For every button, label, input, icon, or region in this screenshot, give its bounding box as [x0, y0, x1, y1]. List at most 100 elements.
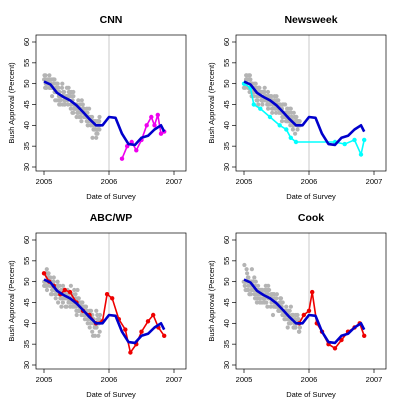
- abcwp-highlight-point: [62, 287, 67, 293]
- newsweek-y-tick-label: 30: [222, 163, 231, 171]
- cnn-poll-point: [90, 135, 95, 140]
- newsweek-y-axis-label: Bush Approval (Percent): [207, 62, 216, 144]
- abcwp-poll-point: [60, 283, 66, 288]
- cnn-poll-point: [79, 98, 84, 103]
- abcwp-poll-point: [97, 312, 103, 318]
- newsweek-trend-line: [243, 80, 366, 147]
- cook-x-axis-label: Date of Survey: [286, 390, 336, 399]
- abcwp-highlight-line: [43, 272, 165, 355]
- cook-y-tick-label: 45: [222, 298, 231, 306]
- cnn-poll-point: [78, 114, 83, 120]
- abcwp-poll-point: [96, 333, 101, 338]
- cook-poll-point: [242, 283, 247, 288]
- cnn-poll-point: [65, 102, 71, 107]
- newsweek-poll-point: [243, 85, 248, 90]
- cook-poll-point: [293, 325, 298, 330]
- cook-trend-line: [243, 278, 366, 345]
- abcwp-poll-point: [90, 329, 95, 334]
- abcwp-highlight-point: [151, 312, 156, 318]
- abcwp-x-tick-label: 2006: [101, 375, 118, 384]
- abcwp-poll-point: [73, 292, 78, 297]
- cook-highlight-point: [362, 333, 367, 338]
- cook-x-tick-label: 2005: [236, 375, 253, 384]
- cnn-poll-point: [52, 77, 57, 82]
- abcwp-highlight-point: [110, 296, 115, 301]
- cnn-poll-point: [59, 85, 65, 90]
- cnn-poll-point: [60, 81, 65, 86]
- cook-poll-point: [267, 287, 272, 293]
- cnn-y-axis-label: Bush Approval (Percent): [7, 62, 16, 144]
- abcwp-trend-line: [43, 278, 166, 345]
- cook-highlight-point: [306, 308, 312, 313]
- cnn-trend-line: [43, 80, 166, 147]
- abcwp-highlight-point: [123, 327, 128, 332]
- cnn-y-tick-label: 55: [22, 59, 31, 67]
- panel-abcwp: ABC/WP 30 35 40 45 50 55 60 2005 2006 2007 Date of …: [7, 212, 187, 399]
- newsweek-poll-point: [270, 110, 275, 115]
- abcwp-poll-point: [68, 283, 73, 288]
- cook-poll-point: [285, 325, 290, 330]
- newsweek-poll-point: [248, 77, 253, 82]
- cnn-poll-point: [97, 119, 102, 124]
- cnn-poll-point: [95, 131, 100, 136]
- cook-poll-point: [297, 325, 302, 330]
- newsweek-title: Newsweek: [284, 14, 337, 26]
- abcwp-poll-point: [94, 308, 99, 313]
- abcwp-x-axis-label: Date of Survey: [86, 390, 136, 399]
- abcwp-poll-point: [87, 325, 92, 330]
- cnn-poll-point: [97, 127, 102, 132]
- newsweek-y-tick-label: 45: [222, 100, 231, 108]
- newsweek-plot-frame: [235, 34, 387, 172]
- newsweek-poll-point: [293, 131, 298, 136]
- newsweek-x-tick-label: 2007: [366, 177, 383, 186]
- abcwp-poll-point: [97, 329, 102, 334]
- newsweek-highlight-point: [342, 141, 347, 147]
- newsweek-poll-point: [297, 119, 302, 124]
- abcwp-poll-point: [94, 325, 99, 330]
- abcwp-poll-point: [59, 296, 64, 301]
- newsweek-highlight-point: [293, 139, 299, 145]
- abcwp-poll-point: [51, 275, 56, 280]
- cnn-x-tick-label: 2007: [166, 177, 183, 186]
- cnn-x-tick-label: 2005: [36, 177, 53, 186]
- cnn-poll-point: [56, 85, 61, 90]
- cnn-plot-frame: [35, 34, 187, 172]
- cook-poll-point: [244, 267, 249, 272]
- newsweek-poll-point: [269, 94, 274, 99]
- abcwp-poll-point: [49, 292, 55, 297]
- newsweek-y-tick-label: 35: [222, 142, 231, 150]
- abcwp-poll-point: [92, 333, 98, 338]
- cnn-y-tick-label: 60: [22, 38, 31, 46]
- cnn-poll-point: [47, 73, 52, 78]
- cnn-poll-point: [71, 110, 76, 115]
- cook-poll-point: [258, 296, 263, 301]
- cook-poll-point: [287, 308, 292, 313]
- newsweek-highlight-point: [352, 137, 357, 143]
- abcwp-highlight-point: [162, 333, 167, 338]
- cnn-x-tick-label: 2006: [101, 177, 118, 186]
- cnn-poll-point: [55, 81, 60, 86]
- cook-poll-point: [270, 312, 276, 318]
- newsweek-highlight-point: [267, 114, 273, 120]
- abcwp-poll-point: [64, 304, 69, 309]
- newsweek-poll-point: [266, 106, 271, 111]
- abcwp-x-tick-label: 2005: [36, 375, 53, 384]
- abcwp-poll-point: [80, 300, 85, 305]
- abcwp-y-tick-label: 55: [22, 257, 31, 265]
- newsweek-poll-point: [279, 119, 285, 124]
- cook-y-tick-label: 30: [222, 361, 231, 369]
- abcwp-y-tick-label: 35: [22, 340, 31, 348]
- newsweek-poll-point: [255, 98, 260, 103]
- cnn-highlight-point: [119, 156, 125, 161]
- cook-title: Cook: [298, 212, 324, 224]
- abcwp-highlight-point: [128, 350, 133, 355]
- newsweek-highlight-point: [284, 127, 289, 132]
- newsweek-poll-point: [295, 127, 300, 132]
- abcwp-highlight-point: [41, 271, 47, 276]
- cnn-poll-point: [62, 102, 67, 107]
- newsweek-poll-point: [256, 102, 261, 107]
- cnn-highlight-point: [152, 123, 157, 128]
- panel-cook: Cook 30 35 40 45 50 55 60 2005 2006 2007 Date of Su…: [207, 212, 387, 399]
- abcwp-poll-point: [51, 279, 56, 284]
- abcwp-poll-point: [59, 304, 64, 309]
